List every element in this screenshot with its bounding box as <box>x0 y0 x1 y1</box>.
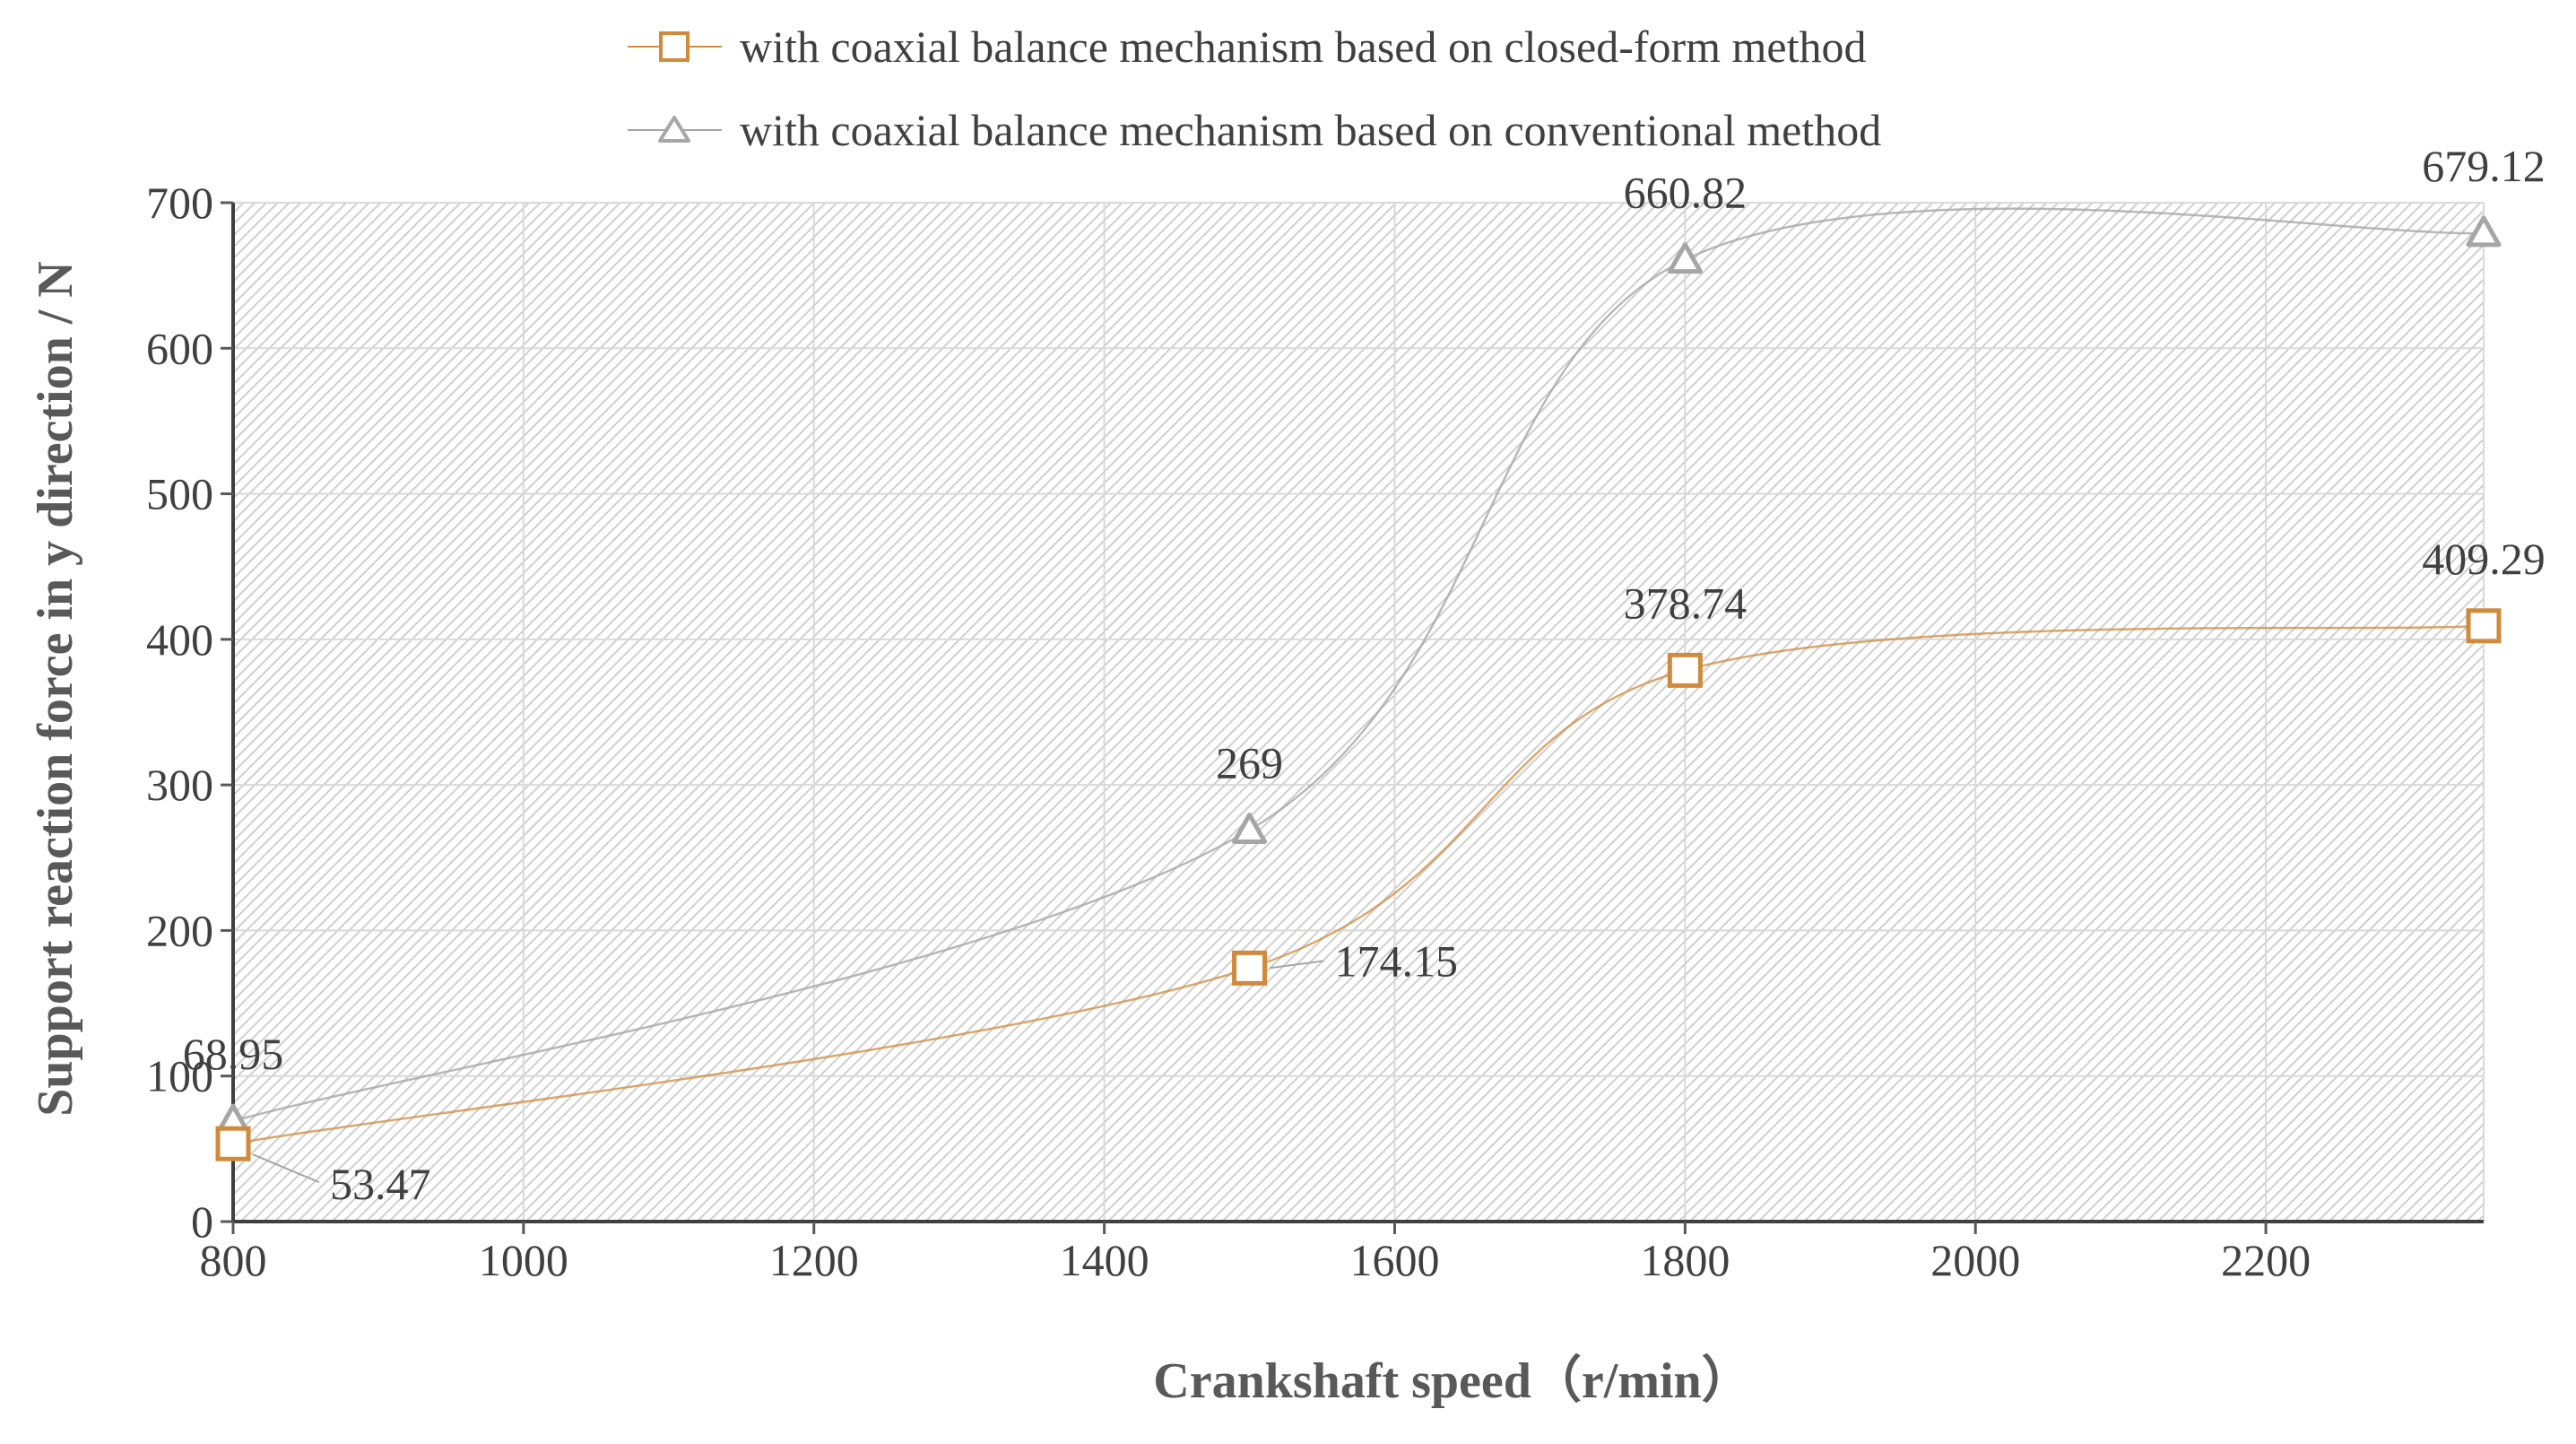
series-lines <box>232 207 2485 1145</box>
data-label: 378.74 <box>1624 578 1748 628</box>
data-label: 660.82 <box>1624 168 1748 218</box>
closed-form-point <box>1667 652 1703 688</box>
x-tick-label: 1000 <box>479 1235 568 1285</box>
y-tick-label: 400 <box>146 614 213 665</box>
x-tick-label: 1400 <box>1060 1235 1149 1285</box>
data-label: 409.29 <box>2422 534 2546 584</box>
triangle-marker-icon <box>658 116 690 143</box>
x-axis-title: Crankshaft speed（r/min） <box>1153 1353 1751 1409</box>
x-axis-ticks: 800 1000 1200 1400 1600 1800 2000 2200 <box>200 1222 2311 1285</box>
label-leader-line <box>1269 960 1324 970</box>
y-tick-label: 500 <box>146 469 213 519</box>
legend-item-closed-form: with coaxial balance mechanism based on … <box>628 22 1867 72</box>
conventional-point <box>1232 812 1268 844</box>
legend: with coaxial balance mechanism based on … <box>628 22 1881 155</box>
legend-label-closed-form: with coaxial balance mechanism based on … <box>740 22 1867 72</box>
y-tick-label: 600 <box>146 323 213 373</box>
data-labels: 68.95 269 660.82 679.12 53.47 174.15 378.74 409… <box>183 141 2546 1209</box>
axes <box>231 203 2484 1223</box>
data-label: 174.15 <box>1335 935 1459 986</box>
series-markers <box>215 215 2502 1161</box>
x-tick-label: 1800 <box>1640 1235 1730 1285</box>
closed-form-point <box>1232 950 1268 986</box>
data-label: 68.95 <box>183 1029 284 1079</box>
square-marker-icon <box>659 31 690 62</box>
y-tick-label: 200 <box>146 905 213 955</box>
y-tick-label: 100 <box>146 1051 213 1101</box>
plot-area <box>233 203 2484 1222</box>
y-tick-label: 0 <box>191 1196 213 1247</box>
y-tick-label: 700 <box>146 178 213 228</box>
x-tick-label: 2200 <box>2221 1235 2311 1285</box>
data-label: 679.12 <box>2422 141 2546 191</box>
legend-label-conventional: with coaxial balance mechanism based on … <box>740 105 1881 155</box>
conventional-point <box>2466 215 2502 248</box>
x-tick-label: 1200 <box>769 1235 859 1285</box>
closed-form-point <box>215 1126 251 1161</box>
series-line-closed-form <box>232 624 2485 1145</box>
x-tick-label: 1600 <box>1349 1235 1439 1285</box>
x-tick-label: 800 <box>200 1235 267 1285</box>
conventional-point <box>1667 242 1703 274</box>
data-label: 269 <box>1216 737 1283 787</box>
label-leader-line <box>252 1153 320 1184</box>
x-tick-label: 2000 <box>1930 1235 2020 1285</box>
closed-form-point <box>2466 608 2502 644</box>
gridlines <box>233 202 2485 1222</box>
data-label: 53.47 <box>330 1159 431 1209</box>
y-axis-title: Support reaction force in y direction / … <box>28 261 83 1117</box>
y-axis-ticks: 0 100 200 300 400 500 600 700 <box>146 178 233 1247</box>
legend-item-conventional: with coaxial balance mechanism based on … <box>628 105 1881 155</box>
y-tick-label: 300 <box>146 760 213 810</box>
series-line-conventional <box>232 207 2485 1123</box>
